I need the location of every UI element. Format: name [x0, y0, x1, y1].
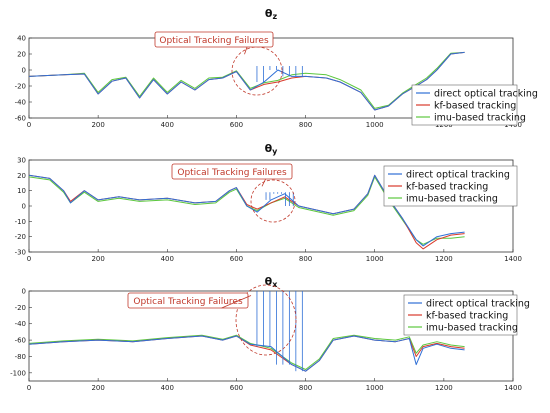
series-line-direct [28, 51, 465, 111]
chart-title-symbol: θ [265, 7, 273, 20]
x-tick-label: 600 [230, 384, 243, 392]
legend-label-direct: direct optical tracking [426, 299, 530, 310]
x-tick-label: 1000 [366, 121, 384, 129]
chart-title: θx [265, 275, 279, 289]
chart-title-subscript: y [272, 147, 278, 156]
x-tick-label: 800 [299, 121, 312, 129]
annotation-arrow [261, 178, 266, 187]
x-tick-label: 800 [299, 255, 312, 263]
chart-title-symbol: θ [265, 142, 273, 155]
x-tick-label: 400 [161, 255, 174, 263]
x-tick-label: 400 [161, 121, 174, 129]
legend-label-kf: kf-based tracking [434, 101, 516, 112]
y-tick-label: 10 [17, 187, 26, 195]
annotation-text: Optical Tracking Failures [177, 168, 287, 178]
chart-title: θy [265, 142, 279, 156]
x-tick-label: 800 [299, 384, 312, 392]
y-tick-label: 30 [17, 157, 26, 165]
y-tick-label: -100 [10, 369, 26, 377]
y-tick-label: -20 [15, 304, 26, 312]
annotation-text: Optical Tracking Failures [133, 297, 243, 307]
legend-label-direct: direct optical tracking [406, 170, 510, 181]
chart-title-subscript: x [272, 280, 278, 289]
chart-panel-3: θx 0 200 400 600 800 1000 1200 1400 -100 -80 -60 -40… [10, 275, 530, 392]
failure-highlight-ellipse [231, 46, 283, 96]
y-tick-label: 40 [17, 35, 26, 43]
y-tick-label: -60 [15, 115, 26, 123]
annotation-box [171, 163, 293, 180]
x-tick-label: 1000 [366, 255, 384, 263]
legend-label-kf: kf-based tracking [406, 182, 488, 193]
y-tick-label: -30 [15, 249, 26, 257]
y-tick-label: -20 [15, 233, 26, 241]
annotation-text: Optical Tracking Failures [159, 36, 269, 46]
failure-highlight-ellipse [250, 179, 296, 223]
y-tick-label: -40 [15, 320, 26, 328]
chart-panel-2: θy 0 200 400 600 800 1000 1200 1400 -30 -20 -10 0 10 2… [15, 142, 522, 263]
chart-panel-1: θz0200400600800100012001400-60-40-200204… [15, 7, 538, 129]
legend-box [403, 294, 518, 336]
annotation-arrow [221, 295, 252, 309]
y-tick-label: 20 [17, 51, 26, 59]
x-tick-label: 0 [27, 255, 31, 263]
x-tick-label: 1400 [504, 384, 522, 392]
annotation-box [154, 31, 274, 48]
series-line-kf [28, 51, 465, 111]
legend-box [383, 165, 518, 207]
y-tick-label: -40 [15, 99, 26, 107]
series-line-imu [28, 51, 465, 109]
legend-label-direct: direct optical tracking [434, 89, 538, 100]
x-tick-label: 200 [91, 255, 104, 263]
series-line-direct [28, 174, 465, 247]
plot-area [28, 290, 514, 382]
x-tick-label: 200 [91, 384, 104, 392]
x-tick-label: 1000 [366, 384, 384, 392]
y-tick-label: 0 [22, 203, 26, 211]
legend-label-imu: imu-based tracking [426, 323, 518, 334]
x-tick-label: 200 [91, 121, 104, 129]
y-tick-label: -20 [15, 83, 26, 91]
y-tick-label: 0 [22, 288, 26, 296]
y-tick-label: 0 [22, 67, 26, 75]
x-tick-label: 400 [161, 384, 174, 392]
y-tick-label: -60 [15, 337, 26, 345]
legend-label-kf: kf-based tracking [426, 311, 508, 322]
annotation-box [127, 292, 249, 309]
annotation-arrow [244, 46, 248, 55]
legend-label-imu: imu-based tracking [434, 113, 526, 124]
x-tick-label: 1200 [435, 255, 453, 263]
series-line-direct [28, 335, 465, 372]
x-tick-label: 600 [230, 255, 243, 263]
series-line-imu [28, 334, 465, 370]
x-tick-label: 0 [27, 121, 31, 129]
chart-title-symbol: θ [265, 275, 273, 288]
chart-title: θz [265, 7, 278, 21]
x-tick-label: 1400 [504, 255, 522, 263]
x-tick-label: 600 [230, 121, 243, 129]
x-tick-label: 0 [27, 384, 31, 392]
failure-highlight-ellipse [235, 284, 297, 356]
y-tick-label: -10 [15, 218, 26, 226]
y-tick-label: 20 [17, 172, 26, 180]
y-tick-label: -80 [15, 353, 26, 361]
legend-label-imu: imu-based tracking [406, 194, 498, 205]
x-tick-label: 1200 [435, 384, 453, 392]
chart-title-subscript: z [272, 12, 277, 21]
